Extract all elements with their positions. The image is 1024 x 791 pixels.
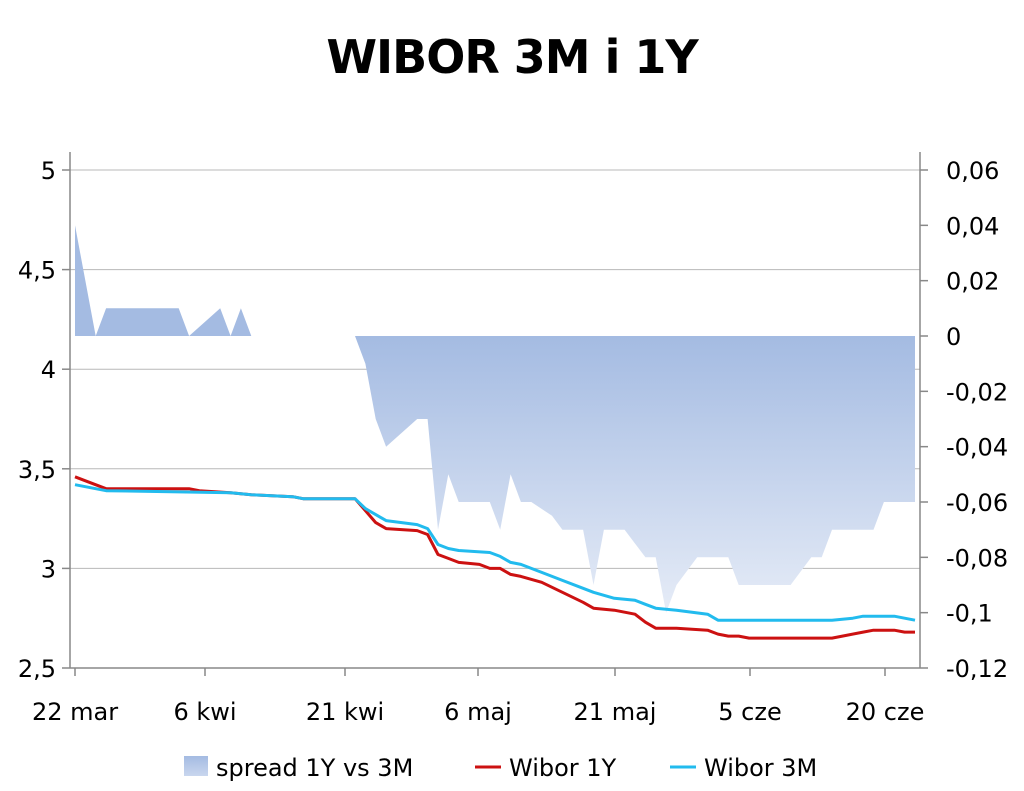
x-tick-label: 6 maj (444, 698, 512, 726)
tick-labels-group: 2,5 3 3,5 4 4,5 5 -0,12 -0,1 -0,08 -0,06 -0,04 -0,0… (18, 157, 1008, 726)
left-tick-label: 5 (41, 157, 56, 185)
right-tick-label: 0,04 (946, 212, 999, 240)
spread-area (355, 336, 915, 613)
right-tick-label: 0 (946, 323, 961, 351)
legend-label-wibor-3m: Wibor 3M (704, 754, 817, 782)
x-tick-label: 20 cze (846, 698, 925, 726)
spread-area (75, 225, 252, 336)
right-tick-label: -0,08 (946, 544, 1008, 572)
right-tick-label: 0,06 (946, 157, 999, 185)
series-line-wibor-3m (74, 483, 916, 622)
right-tick-label: -0,04 (946, 434, 1008, 462)
x-tick-label: 6 kwi (173, 698, 236, 726)
left-tick-label: 3 (41, 555, 56, 583)
legend-label-spread-1y-vs-3m: spread 1Y vs 3M (216, 754, 413, 782)
series-lines-group (74, 475, 916, 640)
right-tick-label: -0,1 (946, 600, 993, 628)
left-tick-label: 4 (41, 356, 56, 384)
left-tick-label: 2,5 (18, 655, 56, 683)
left-tick-label: 3,5 (18, 456, 56, 484)
left-tick-label: 4,5 (18, 257, 56, 285)
axes-group (62, 152, 928, 676)
right-tick-label: 0,02 (946, 268, 999, 296)
right-tick-label: -0,06 (946, 489, 1008, 517)
right-tick-label: -0,02 (946, 378, 1008, 406)
legend-swatch-spread-1y-vs-3m (184, 756, 208, 776)
x-tick-label: 22 mar (32, 698, 118, 726)
legend: spread 1Y vs 3M Wibor 1Y Wibor 3M (184, 754, 817, 782)
right-tick-label: -0,12 (946, 655, 1008, 683)
spread-area-group (75, 225, 915, 613)
chart-title: WIBOR 3M i 1Y (326, 30, 698, 84)
x-tick-label: 5 cze (718, 698, 781, 726)
x-tick-label: 21 maj (574, 698, 657, 726)
legend-label-wibor-1y: Wibor 1Y (509, 754, 617, 782)
x-tick-label: 21 kwi (306, 698, 384, 726)
